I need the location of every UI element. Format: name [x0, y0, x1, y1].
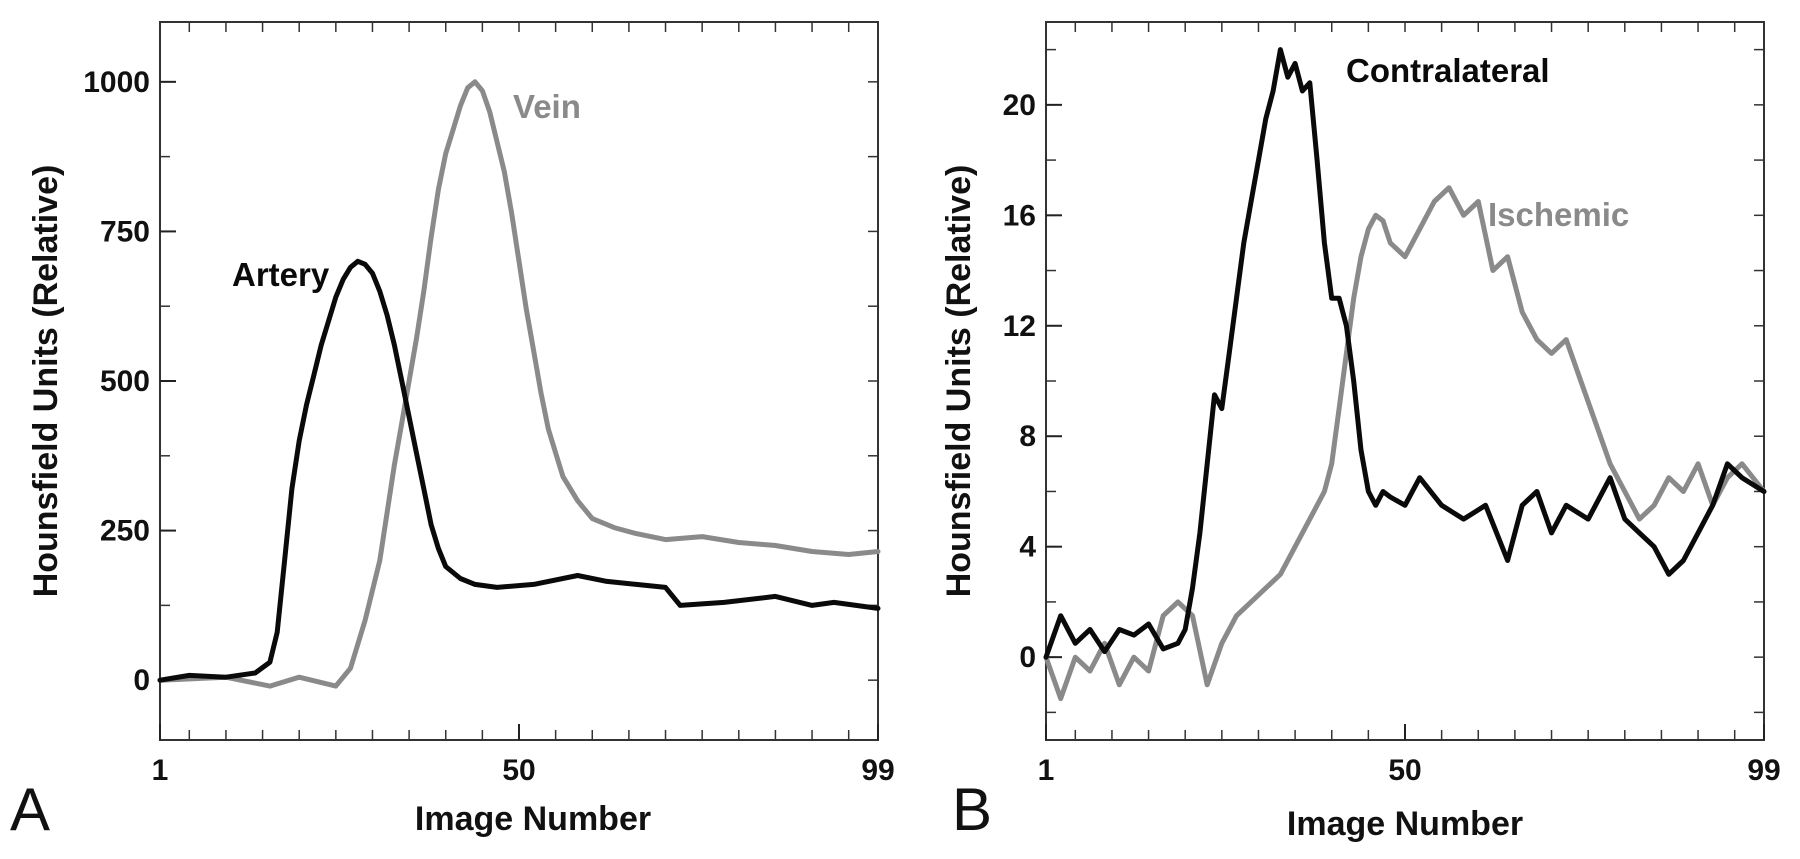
series-line-artery — [157, 258, 881, 683]
y-tick-label: 20 — [1003, 89, 1036, 122]
y-tick-label: 500 — [100, 365, 150, 398]
y-axis-title-a: Hounsfield Units (Relative) — [27, 165, 65, 598]
x-tick-label: 1 — [152, 754, 169, 787]
series-line-vein — [157, 79, 881, 689]
x-tick-label: 1 — [1038, 754, 1055, 787]
y-tick-label: 250 — [100, 515, 150, 548]
panel-letter-b: B — [952, 776, 992, 843]
series-lines-a — [157, 79, 881, 689]
y-tick-label: 0 — [133, 664, 150, 697]
x-axis-ticks-b: 1 50 99 — [1038, 22, 1781, 787]
series-line-ischemic — [1043, 185, 1767, 702]
y-tick-label: 12 — [1003, 310, 1036, 343]
x-axis-ticks-a: 1 50 99 — [152, 22, 895, 787]
series-line-contralateral — [1043, 47, 1767, 660]
x-tick-label: 99 — [861, 754, 894, 787]
x-axis-title-b: Image Number — [1287, 805, 1523, 843]
y-tick-label: 16 — [1003, 199, 1036, 232]
y-tick-label: 4 — [1019, 531, 1036, 564]
panel-letter-a: A — [10, 776, 50, 843]
series-label-ischemic: Ischemic — [1488, 196, 1629, 233]
series-label-contralateral: Contralateral — [1346, 52, 1550, 89]
y-axis-ticks-a: 0 250 500 750 1000 — [83, 66, 878, 697]
series-label-vein: Vein — [513, 88, 581, 125]
y-tick-label: 8 — [1019, 420, 1036, 453]
y-axis-ticks-b: 0 4 8 12 16 20 — [1003, 48, 1764, 714]
chart-panel-b: 0 4 8 12 16 20 1 50 99 Image Number Hounsfield … — [940, 21, 1781, 843]
chart-panel-a: 0 250 500 750 1000 1 50 99 Image Number Hounsf… — [10, 21, 895, 843]
x-tick-label: 99 — [1747, 754, 1780, 787]
y-tick-label: 1000 — [83, 66, 150, 99]
plot-frame-a — [159, 21, 879, 741]
y-axis-title-b: Hounsfield Units (Relative) — [940, 165, 978, 598]
y-tick-label: 0 — [1019, 641, 1036, 674]
y-tick-label: 750 — [100, 215, 150, 248]
x-tick-label: 50 — [1388, 754, 1421, 787]
x-tick-label: 50 — [502, 754, 535, 787]
series-label-artery: Artery — [232, 256, 330, 293]
x-axis-title-a: Image Number — [415, 800, 651, 838]
series-lines-b — [1043, 47, 1767, 702]
